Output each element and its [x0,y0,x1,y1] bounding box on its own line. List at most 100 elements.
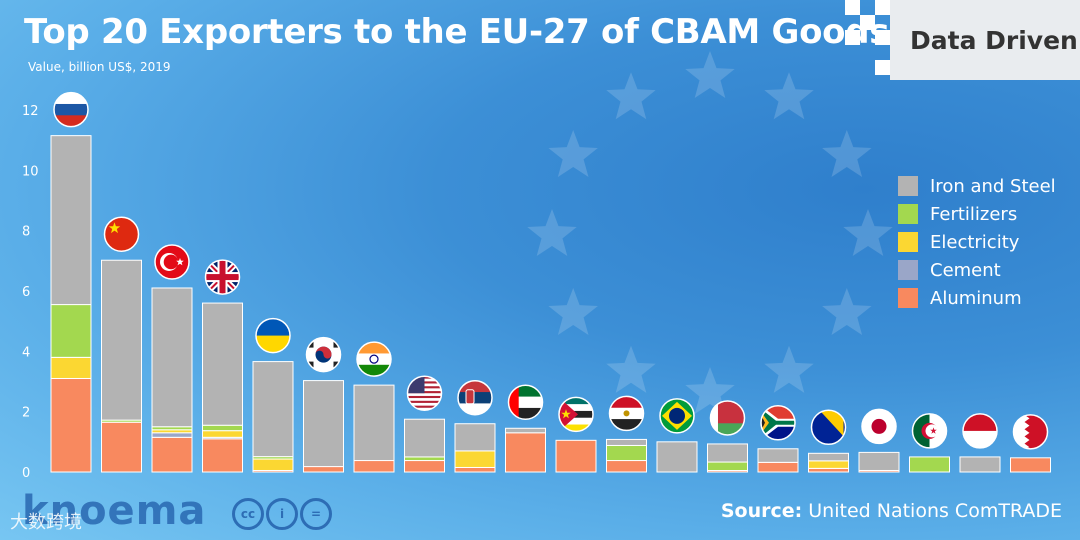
bar-group [909,413,950,473]
knoema-logo: knoema [22,488,207,534]
bar-group [707,400,748,473]
bar-group [454,379,496,473]
brand-box [890,0,1080,80]
bar-segment [202,302,243,426]
y-tick-label: 0 [22,466,30,481]
legend-swatch [898,204,918,224]
bar-group [505,384,546,473]
usa-flag [406,375,443,411]
bar-segment [404,460,445,473]
bar-segment [707,443,748,463]
bar-segment [50,135,92,306]
uk-flag [204,259,241,295]
legend-item-cement: Cement [898,256,1056,284]
bar-group [202,259,243,473]
bar-segment [151,287,193,428]
eu-star [548,288,598,335]
bar-group [151,244,193,473]
bar-segment [101,421,142,473]
bar-segment [555,439,597,473]
russia-flag [53,91,89,128]
bar-segment [656,441,698,473]
eu-star [843,209,893,256]
legend-swatch [898,176,918,196]
chart-title: Top 20 Exporters to the EU-27 of CBAM Go… [24,12,890,52]
bar-segment [606,460,647,473]
eu-star [606,345,656,393]
belarus-flag [709,400,746,436]
bar-segment [454,423,496,452]
no-derivatives-icon: = [300,498,332,530]
bar-segment [202,438,243,473]
algeria-flag [911,413,948,449]
bar-group [1010,414,1051,473]
bar-segment [202,424,243,432]
bar-segment [757,461,799,473]
brand-pixel [845,0,860,15]
china-flag [103,216,140,252]
y-tick-label: 10 [22,164,39,179]
legend-label: Iron and Steel [930,175,1056,197]
bar-segment [454,450,496,468]
attribution-icon: i [266,498,298,530]
bar-segment [303,466,344,473]
bar-group [555,396,597,473]
turkey-flag [154,244,190,280]
bar-segment [202,430,243,438]
japan-flag [861,408,897,445]
bar-segment [909,456,950,473]
bar-segment [707,461,748,471]
legend-label: Cement [930,259,1001,281]
legend-label: Fertilizers [930,203,1018,225]
uae-flag [507,384,544,421]
legend-item-electricity: Electricity [898,228,1056,256]
bar-group [606,395,647,473]
source-label: Source: [720,500,803,522]
bar-segment [353,384,395,462]
eu-star [548,130,598,177]
eu-star [822,288,872,335]
bar-group [303,336,344,473]
mozambique-flag [558,396,594,433]
bahrain-flag [1012,414,1049,450]
bar-segment [404,418,445,458]
bar-segment [505,432,546,473]
y-tick-label: 4 [22,345,30,360]
y-tick-label: 2 [22,406,30,421]
bar-segment [50,304,92,358]
legend-swatch [898,260,918,280]
watermark: 大数跨境 [10,512,82,533]
egypt-flag [608,395,645,432]
source-value: United Nations ComTRADE [808,500,1062,522]
legend-label: Electricity [930,231,1020,253]
bar-segment [858,451,900,471]
bar-group [353,341,395,473]
legend-label: Aluminum [930,287,1022,309]
y-tick-label: 6 [22,285,30,300]
bar-segment [808,467,849,473]
bosnia-flag [810,409,847,446]
legend-item-fertilizers: Fertilizers [898,200,1056,228]
bar-group [858,408,900,473]
brand-pixel [860,15,875,30]
cc-license-icon: cc [232,498,264,530]
eu-star [606,72,656,120]
chart-subtitle: Value, billion US$, 2019 [28,60,171,74]
legend-item-aluminum: Aluminum [898,284,1056,312]
bar-segment [353,460,395,473]
eu-star [764,72,814,120]
brand-title: Data Driven [910,26,1078,55]
legend: Iron and Steel Fertilizers Electricity C… [898,172,1056,312]
legend-swatch [898,288,918,308]
bar-group [808,409,849,473]
indonesia-flag [962,413,998,449]
bar-group [50,91,92,473]
bar-group [101,216,142,473]
legend-item-iron-steel: Iron and Steel [898,172,1056,200]
y-tick-label: 12 [22,104,39,119]
bar-segment [808,460,849,469]
bar-group [757,405,799,473]
brand-pixel [875,30,890,45]
eu-star [685,367,735,414]
